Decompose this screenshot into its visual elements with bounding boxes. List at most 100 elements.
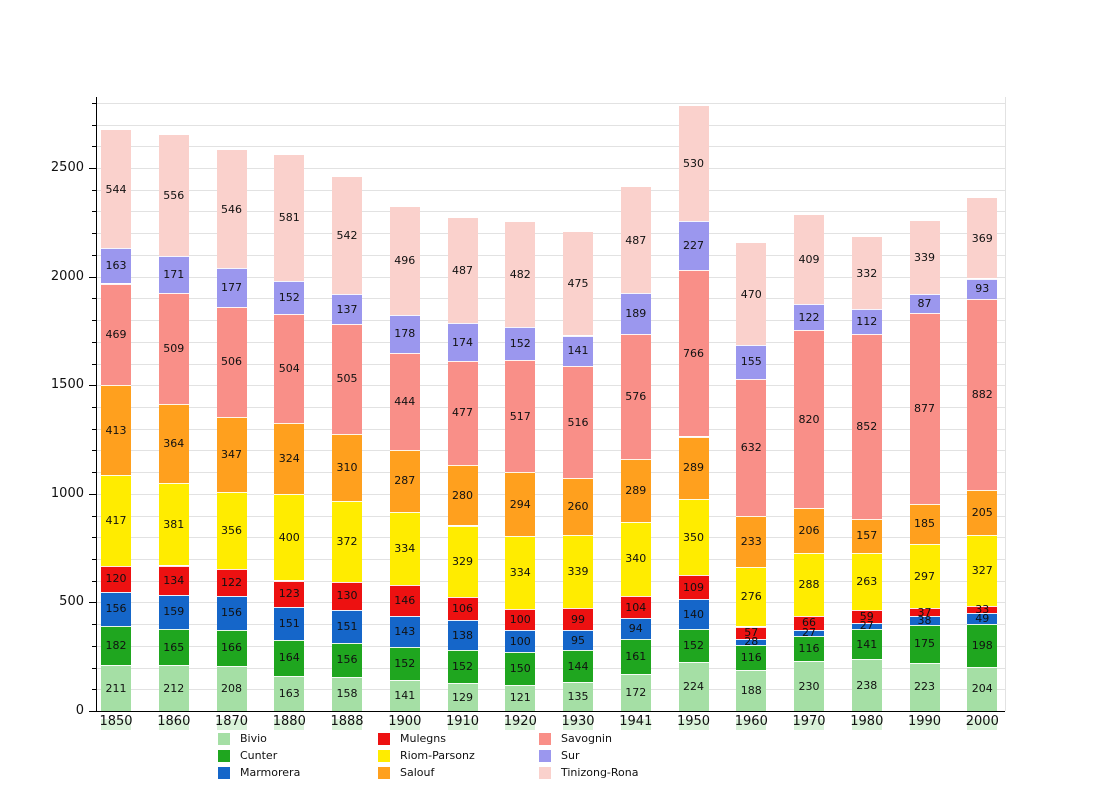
y-tick bbox=[89, 711, 97, 712]
bar-segment-tinizong-rona bbox=[158, 135, 189, 256]
x-axis-label-1950: 1950 bbox=[676, 714, 711, 729]
segment-value: 289 bbox=[683, 461, 704, 475]
bar-segment-marmorera bbox=[909, 616, 940, 625]
bar-segment-savognin bbox=[851, 333, 882, 519]
segment-value: 66 bbox=[802, 616, 816, 630]
bar-segment-cunter bbox=[447, 650, 478, 683]
x-axis-label-1941: 1941 bbox=[619, 714, 653, 729]
x-axis-label-1990: 1990 bbox=[907, 714, 942, 729]
bar-segment-cunter bbox=[332, 642, 362, 677]
x-axis-label-1910: 1910 bbox=[445, 714, 480, 729]
bar-segment-bivio bbox=[794, 661, 824, 711]
bar-segment-salouf bbox=[216, 416, 247, 493]
bar-echo bbox=[274, 719, 305, 730]
segment-value: 157 bbox=[856, 529, 878, 543]
segment-value: 161 bbox=[625, 649, 647, 663]
segment-value: 166 bbox=[221, 641, 242, 655]
bar-segment-salouf bbox=[332, 433, 362, 501]
segment-value: 356 bbox=[221, 524, 242, 538]
bar-segment-salouf bbox=[851, 518, 882, 553]
bar-segment-bivio bbox=[505, 684, 536, 711]
segment-value: 576 bbox=[625, 390, 647, 403]
bar-segment-tinizong-rona bbox=[505, 222, 536, 327]
segment-value: 288 bbox=[798, 577, 820, 591]
gridline bbox=[97, 233, 1005, 235]
gridline bbox=[97, 276, 1005, 278]
segment-value: 297 bbox=[914, 569, 935, 583]
segment-value: 189 bbox=[625, 306, 647, 320]
bar-segment-sur bbox=[909, 294, 940, 314]
segment-value: 59 bbox=[859, 609, 874, 623]
bar-segment-mulegns bbox=[736, 626, 767, 639]
segment-value: 143 bbox=[394, 625, 416, 639]
bar-segment-bivio bbox=[274, 675, 305, 711]
bar-segment-savognin bbox=[736, 378, 767, 516]
legend-label-mulegns: Mulegns bbox=[400, 732, 446, 745]
segment-value: 546 bbox=[221, 202, 242, 216]
bar-segment-salouf bbox=[101, 385, 131, 476]
bar-segment-savognin bbox=[909, 313, 940, 504]
y-axis-label-2500: 2500 bbox=[50, 160, 84, 175]
gridline bbox=[97, 406, 1005, 408]
segment-value: 151 bbox=[278, 617, 300, 631]
gridline bbox=[97, 341, 1005, 343]
bar-segment-marmorera bbox=[620, 618, 651, 639]
bar-segment-tinizong-rona bbox=[101, 130, 131, 249]
segment-value: 94 bbox=[628, 622, 643, 635]
bar-segment-sur bbox=[678, 220, 709, 271]
segment-value: 152 bbox=[278, 290, 300, 304]
segment-value: 152 bbox=[394, 657, 416, 671]
segment-value: 347 bbox=[221, 447, 242, 461]
x-axis-label-2000: 2000 bbox=[965, 714, 999, 729]
bar-segment-riom-parsonz bbox=[736, 566, 767, 627]
bar-segment-sur bbox=[563, 335, 593, 367]
gridline bbox=[97, 363, 1005, 365]
bar-segment-tinizong-rona bbox=[389, 206, 420, 315]
legend-label-savognin: Savognin bbox=[561, 732, 612, 745]
segment-value: 163 bbox=[105, 259, 127, 273]
segment-value: 227 bbox=[683, 238, 704, 252]
y-tick bbox=[89, 276, 97, 278]
segment-value: 233 bbox=[740, 534, 762, 548]
segment-value: 852 bbox=[856, 419, 878, 433]
segment-value: 49 bbox=[975, 611, 990, 625]
bar-segment-riom-parsonz bbox=[909, 543, 940, 609]
bar-segment-tinizong-rona bbox=[909, 220, 940, 295]
bar-segment-salouf bbox=[447, 464, 478, 526]
y-tick bbox=[92, 254, 97, 256]
bar-segment-marmorera bbox=[851, 622, 882, 629]
segment-value: 372 bbox=[336, 534, 358, 548]
segment-value: 28 bbox=[744, 635, 759, 649]
segment-value: 174 bbox=[452, 335, 473, 349]
bar-segment-savognin bbox=[967, 298, 998, 491]
segment-value: 171 bbox=[163, 268, 185, 281]
y-tick bbox=[92, 515, 97, 517]
segment-value: 470 bbox=[740, 287, 762, 301]
x-axis-label-1930: 1930 bbox=[561, 714, 595, 729]
segment-value: 413 bbox=[105, 423, 127, 437]
segment-value: 158 bbox=[336, 687, 358, 701]
y-tick bbox=[92, 559, 97, 560]
y-tick bbox=[92, 667, 97, 669]
segment-value: 122 bbox=[221, 576, 242, 590]
bar-segment-bivio bbox=[620, 673, 651, 711]
bar-segment-cunter bbox=[505, 652, 536, 685]
segment-value: 163 bbox=[278, 686, 300, 700]
segment-value: 172 bbox=[625, 685, 647, 699]
x-axis-label-1880: 1880 bbox=[272, 714, 306, 729]
bar-segment-cunter bbox=[216, 629, 247, 666]
segment-value: 135 bbox=[567, 689, 589, 703]
y-tick bbox=[92, 624, 97, 626]
bar-segment-sur bbox=[620, 292, 651, 334]
bar-segment-salouf bbox=[909, 503, 940, 544]
bar-echo bbox=[851, 719, 882, 730]
segment-value: 542 bbox=[336, 228, 358, 242]
bar-echo bbox=[101, 719, 131, 730]
segment-value: 156 bbox=[221, 606, 242, 620]
legend-label-riom-parsonz: Riom-Parsonz bbox=[400, 749, 475, 762]
y-tick bbox=[92, 450, 97, 452]
segment-value: 99 bbox=[571, 612, 585, 626]
segment-value: 109 bbox=[683, 580, 704, 594]
segment-value: 141 bbox=[856, 637, 878, 651]
bar-segment-marmorera bbox=[216, 595, 247, 630]
